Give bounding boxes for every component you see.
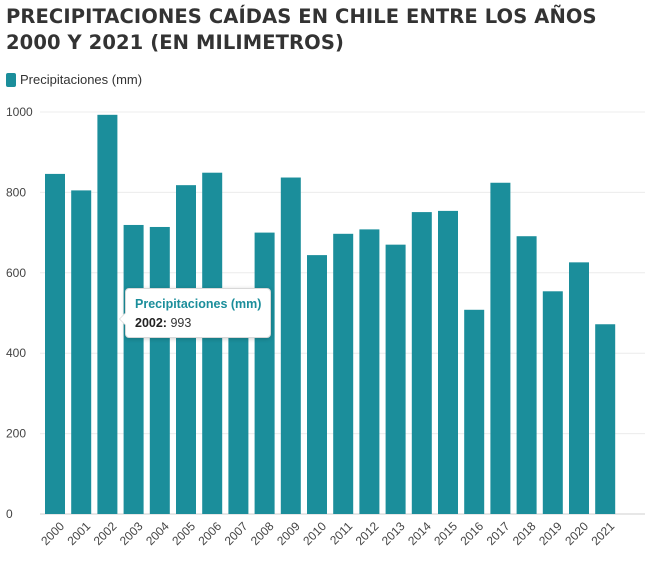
x-tick-label: 2012 xyxy=(353,519,382,548)
bar[interactable] xyxy=(385,244,406,514)
tooltip-year: 2002: xyxy=(135,316,167,330)
x-tick-label: 2006 xyxy=(195,519,224,548)
x-tick-label: 2013 xyxy=(379,519,408,548)
bar[interactable] xyxy=(307,255,327,514)
bar[interactable] xyxy=(411,212,432,514)
x-tick-label: 2003 xyxy=(117,519,146,548)
legend-label: Precipitaciones (mm) xyxy=(20,72,143,87)
x-tick-label: 2009 xyxy=(274,519,303,548)
y-tick-label: 0 xyxy=(6,507,13,521)
x-tick-label: 2005 xyxy=(169,519,198,548)
bar[interactable] xyxy=(71,190,92,514)
tooltip-series: Precipitaciones (mm) xyxy=(135,297,262,311)
y-tick-label: 200 xyxy=(6,427,26,441)
x-tick-label: 2011 xyxy=(327,519,355,547)
bar[interactable] xyxy=(333,233,354,514)
y-axis-ticks: 0 200 400 600 800 1000 xyxy=(6,105,33,521)
x-tick-label: 2014 xyxy=(405,519,434,548)
bar[interactable] xyxy=(359,229,380,514)
x-tick-label: 2020 xyxy=(562,519,591,548)
bar[interactable] xyxy=(202,172,223,514)
tooltip: Precipitaciones (mm) 2002: 993 xyxy=(118,288,272,338)
bar[interactable] xyxy=(569,262,589,514)
legend-swatch xyxy=(6,72,16,87)
y-tick-label: 400 xyxy=(6,346,26,360)
x-tick-label: 2007 xyxy=(222,519,251,548)
x-axis-ticks: 2000200120022003200420052006200720082009… xyxy=(38,519,617,548)
bar[interactable] xyxy=(45,173,65,514)
bar[interactable] xyxy=(254,232,275,514)
y-tick-label: 600 xyxy=(6,266,26,280)
x-tick-label: 2015 xyxy=(431,519,460,548)
tooltip-value: 993 xyxy=(170,316,192,330)
bar[interactable] xyxy=(97,114,118,515)
bar[interactable] xyxy=(595,324,616,514)
bar[interactable] xyxy=(149,226,170,515)
x-tick-label: 2010 xyxy=(300,519,329,548)
bar[interactable] xyxy=(542,291,563,514)
bars xyxy=(45,114,616,515)
bar[interactable] xyxy=(280,177,301,514)
y-tick-label: 1000 xyxy=(6,105,33,119)
x-tick-label: 2008 xyxy=(248,519,277,548)
bar[interactable] xyxy=(490,182,511,514)
x-tick-label: 2004 xyxy=(143,519,172,548)
x-tick-label: 2002 xyxy=(91,519,120,548)
bar[interactable] xyxy=(123,224,144,514)
bar[interactable] xyxy=(464,309,485,514)
x-tick-label: 2021 xyxy=(588,519,617,548)
x-tick-label: 2001 xyxy=(64,519,93,548)
x-tick-label: 2017 xyxy=(484,519,513,548)
legend[interactable]: Precipitaciones (mm) xyxy=(6,72,142,87)
bar[interactable] xyxy=(438,210,458,514)
x-tick-label: 2018 xyxy=(510,519,539,548)
bar[interactable] xyxy=(516,236,537,514)
bar[interactable] xyxy=(228,337,249,514)
y-tick-label: 800 xyxy=(6,185,26,199)
x-tick-label: 2016 xyxy=(457,519,486,548)
chart-title: PRECIPITACIONES CAÍDAS EN CHILE ENTRE LO… xyxy=(6,5,597,54)
x-tick-label: 2000 xyxy=(38,519,67,548)
bar[interactable] xyxy=(176,185,196,514)
x-tick-label: 2019 xyxy=(536,519,565,548)
